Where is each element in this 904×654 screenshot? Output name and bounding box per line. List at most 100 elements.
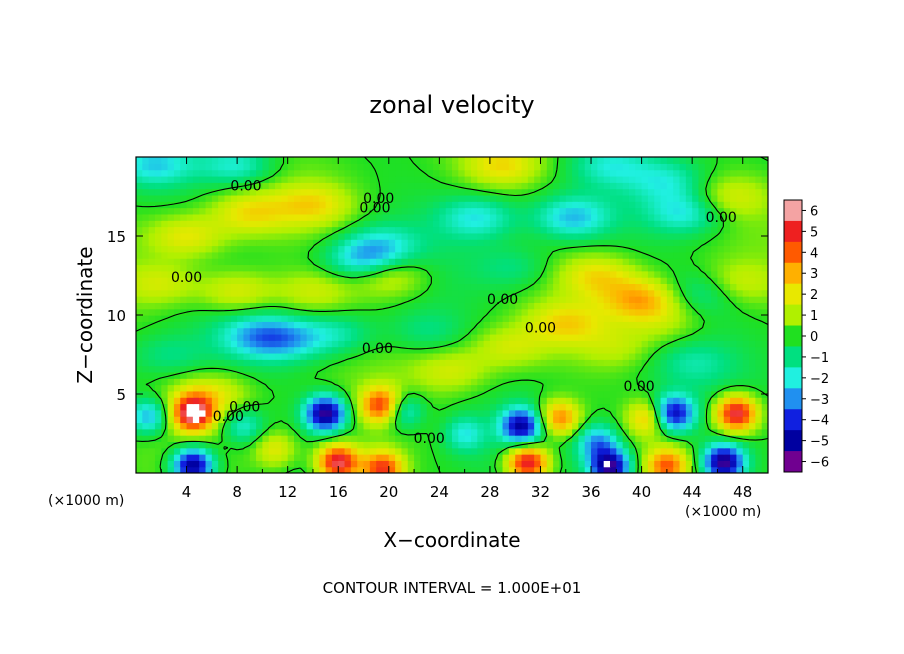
heat-cell: [673, 302, 681, 310]
heat-cell: [433, 188, 440, 196]
heat-cell: [565, 245, 573, 253]
heat-cell: [243, 428, 251, 436]
heat-cell: [685, 245, 693, 253]
heat-cell: [470, 359, 478, 367]
heat-cell: [470, 371, 478, 379]
heat-cell: [673, 466, 681, 473]
heat-cell: [420, 182, 428, 190]
heat-cell: [610, 201, 617, 209]
heat-cell: [559, 371, 567, 379]
heat-cell: [294, 371, 301, 379]
heat-cell: [483, 194, 491, 202]
heat-cell: [534, 232, 542, 240]
heat-cell: [294, 239, 301, 247]
heat-cell: [685, 239, 693, 247]
heat-cell: [420, 213, 428, 221]
heat-cell: [464, 188, 472, 196]
heat-cell: [338, 296, 346, 303]
heat-cell: [275, 352, 282, 360]
heat-cell: [338, 213, 346, 221]
heat-cell: [262, 321, 270, 329]
heat-cell: [496, 466, 504, 473]
heat-cell: [369, 397, 377, 405]
heat-cell: [749, 460, 756, 468]
heat-cell: [704, 188, 712, 196]
heat-cell: [527, 422, 535, 430]
heat-cell: [275, 201, 282, 209]
heat-cell: [312, 270, 320, 278]
heat-cell: [344, 277, 352, 284]
heat-cell: [565, 397, 573, 405]
heat-cell: [553, 454, 561, 461]
heat-cell: [167, 384, 175, 392]
heat-cell: [508, 327, 516, 335]
heat-cell: [325, 466, 333, 473]
heat-cell: [407, 245, 415, 253]
heat-cell: [287, 220, 295, 228]
heat-cell: [192, 403, 200, 411]
heat-cell: [211, 163, 219, 171]
heat-cell: [376, 258, 384, 266]
heat-cell: [736, 194, 744, 202]
heat-cell: [464, 340, 472, 348]
heat-cell: [249, 327, 257, 335]
heat-cell: [256, 321, 263, 329]
heat-cell: [268, 270, 276, 278]
heat-cell: [635, 460, 643, 468]
heat-cell: [597, 365, 605, 373]
heat-cell: [376, 169, 384, 177]
heat-cell: [281, 157, 289, 164]
heat-cell: [439, 435, 447, 442]
heat-cell: [572, 175, 579, 183]
heat-cell: [218, 188, 226, 196]
heat-cell: [154, 327, 162, 335]
heat-cell: [376, 365, 384, 373]
heat-cell: [584, 315, 592, 322]
heat-cell: [723, 359, 731, 367]
heat-cell: [622, 422, 630, 430]
heat-cell: [736, 296, 744, 303]
heat-cell: [388, 213, 396, 221]
heat-cell: [742, 226, 750, 234]
heat-cell: [470, 447, 478, 455]
heat-cell: [256, 239, 263, 247]
heat-cell: [647, 163, 655, 171]
heat-cell: [489, 409, 497, 417]
heat-cell: [136, 340, 143, 348]
heat-cell: [452, 194, 459, 202]
heat-cell: [515, 258, 523, 266]
heat-cell: [452, 213, 459, 221]
heat-cell: [407, 283, 415, 291]
heat-cell: [641, 232, 649, 240]
heat-cell: [142, 327, 150, 335]
heat-cell: [673, 308, 681, 316]
heat-cell: [736, 220, 744, 228]
heat-cell: [578, 283, 586, 291]
heat-cell: [679, 390, 687, 398]
heat-cell: [559, 390, 567, 398]
heat-cell: [426, 403, 434, 411]
heat-cell: [477, 454, 485, 461]
heat-cell: [515, 352, 523, 360]
heat-cell: [395, 327, 403, 335]
heat-cell: [502, 428, 510, 436]
heat-cell: [515, 359, 523, 367]
heat-cell: [572, 403, 579, 411]
heat-cell: [154, 258, 162, 266]
heat-cell: [666, 333, 674, 341]
heat-cell: [698, 416, 706, 424]
heat-cell: [136, 277, 143, 284]
heat-cell: [717, 289, 725, 297]
heat-cell: [167, 390, 175, 398]
heat-cell: [508, 422, 516, 430]
heat-cell: [559, 169, 567, 177]
heat-cell: [660, 251, 668, 259]
heat-cell: [338, 371, 346, 379]
heat-cell: [439, 371, 447, 379]
heat-cell: [666, 308, 674, 316]
heat-cell: [755, 359, 763, 367]
heat-cell: [749, 390, 756, 398]
heat-cell: [559, 409, 567, 417]
heat-cell: [527, 239, 535, 247]
heat-cell: [325, 390, 333, 398]
